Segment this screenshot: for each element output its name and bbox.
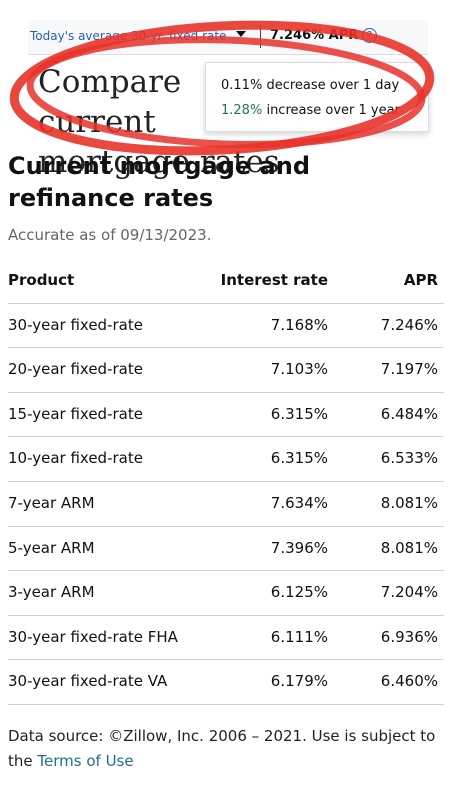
rate-selector[interactable]: Today's average 30-yr. fixed rate [30, 29, 227, 43]
table-cell: 30-year fixed-rate FHA [8, 627, 178, 646]
year-change-line: 1.28% increase over 1 year [221, 103, 400, 118]
dropdown-caret[interactable] [236, 31, 246, 37]
table-header: Product Interest rate APR [8, 258, 444, 304]
day-change: 0.11% [221, 78, 263, 93]
table-cell: 6.179% [270, 672, 328, 691]
table-row: 30-year fixed-rate VA 6.179% 6.460% [8, 659, 444, 705]
table-row: 3-year ARM 6.125% 7.204% [8, 570, 444, 616]
terms-link[interactable]: Terms of Use [37, 752, 134, 770]
table-row: 10-year fixed-rate 6.315% 6.533% [8, 436, 444, 482]
table-row: 30-year fixed-rate 7.168% 7.246% [8, 303, 444, 349]
table-cell: 8.081% [380, 538, 438, 557]
table-cell: 6.533% [380, 449, 438, 468]
table-cell: 7-year ARM [8, 494, 95, 512]
divider [260, 24, 261, 48]
table-cell: 15-year fixed-rate [8, 404, 143, 423]
table-cell: 20-year fixed-rate [8, 360, 143, 379]
help-icon[interactable]: ? [362, 28, 377, 43]
table-cell: 6.936% [380, 627, 438, 646]
footer: Data source: ©Zillow, Inc. 2006 – 2021. … [8, 724, 448, 774]
table-cell: 6.460% [380, 672, 438, 691]
table-cell: 7.103% [270, 360, 328, 379]
table-cell: 5-year ARM [8, 538, 95, 557]
table-row: 20-year fixed-rate 7.103% 7.197% [8, 347, 444, 393]
table-row: 7-year ARM 7.634% 8.081% [8, 481, 444, 527]
table-row: 30-year fixed-rate FHA 6.111% 6.936% [8, 615, 444, 661]
table-cell: 7.396% [270, 538, 328, 557]
heading: Current mortgage and refinance rates [8, 152, 311, 212]
rate-popup: 0.11% decrease over 1 day 1.28% increase… [205, 62, 429, 132]
updated-date: Accurate as of 09/13/2023. [8, 226, 212, 244]
table-row: 15-year fixed-rate 6.315% 6.484% [8, 392, 444, 438]
table-cell: 30-year fixed-rate VA [8, 672, 168, 691]
table-cell: 10-year fixed-rate [8, 449, 143, 468]
day-text: decrease over 1 day [266, 78, 400, 93]
table-cell: 8.081% [380, 494, 438, 512]
day-change-line: 0.11% decrease over 1 day [221, 78, 399, 93]
table-cell: 7.197% [380, 360, 438, 379]
table-cell: 3-year ARM [8, 583, 95, 602]
table-cell: 7.634% [270, 494, 328, 512]
column-header: Interest rate [220, 271, 328, 289]
table-cell: 6.315% [270, 404, 328, 423]
year-change: 1.28% [221, 103, 263, 118]
table-cell: 7.246% [380, 315, 438, 334]
table-cell: 6.484% [380, 404, 438, 423]
table-cell: 30-year fixed-rate [8, 315, 143, 334]
apr-value: 7.246% APR [270, 28, 359, 43]
table-row: 5-year ARM 7.396% 8.081% [8, 526, 444, 572]
footer-text: Data source: ©Zillow, Inc. 2006 – 2021. … [8, 727, 436, 770]
column-header: APR [403, 271, 438, 289]
table-cell: 7.168% [270, 315, 328, 334]
table-cell: 6.125% [270, 583, 328, 602]
column-header: Product [8, 271, 75, 289]
year-text: increase over 1 year [266, 103, 400, 118]
table-cell: 6.111% [270, 627, 328, 646]
table-cell: 6.315% [270, 449, 328, 468]
table-cell: 7.204% [380, 583, 438, 602]
